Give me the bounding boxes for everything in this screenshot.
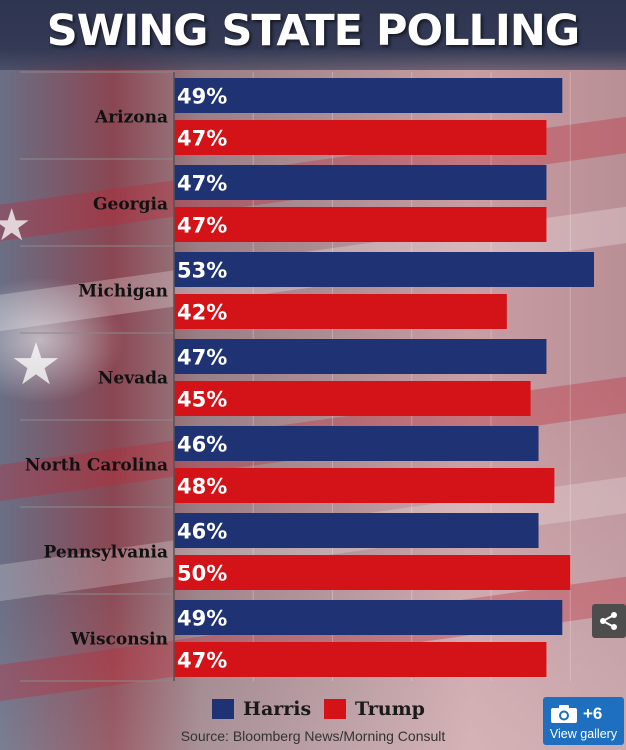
category-label: Wisconsin	[70, 630, 168, 650]
data-label: 48%	[177, 475, 227, 499]
data-label: 50%	[177, 562, 227, 586]
bar-harris	[174, 252, 594, 287]
legend-swatch-trump	[324, 699, 346, 719]
bar-trump	[174, 468, 555, 503]
bar-trump	[174, 381, 531, 416]
bar-harris	[174, 78, 563, 113]
bar-harris	[174, 165, 547, 200]
gallery-label: View gallery	[549, 727, 618, 741]
data-label: 46%	[177, 520, 227, 544]
data-label: 49%	[177, 607, 227, 631]
data-label: 47%	[177, 127, 227, 151]
data-label: 53%	[177, 259, 227, 283]
category-label: Pennsylvania	[44, 543, 169, 563]
legend-swatch-harris	[212, 699, 234, 719]
bar-harris	[174, 339, 547, 374]
legend-label-trump: Trump	[355, 698, 425, 720]
share-icon	[600, 612, 617, 630]
legend-item-harris: Harris	[212, 696, 311, 722]
category-label: Nevada	[98, 369, 168, 389]
category-label: Arizona	[94, 108, 168, 128]
star-icon: ★	[0, 200, 32, 251]
bar-trump	[174, 555, 571, 590]
data-label: 47%	[177, 346, 227, 370]
star-icon: ★	[10, 330, 62, 398]
bar-harris	[174, 426, 539, 461]
data-label: 47%	[177, 649, 227, 673]
bar-harris	[174, 600, 563, 635]
legend: Harris Trump	[0, 696, 626, 722]
view-gallery-button[interactable]: +6 View gallery	[543, 697, 624, 745]
legend-label-harris: Harris	[243, 698, 312, 720]
category-label: North Carolina	[25, 456, 168, 476]
bar-trump	[174, 207, 547, 242]
data-label: 47%	[177, 214, 227, 238]
bar-trump	[174, 294, 507, 329]
data-label: 45%	[177, 388, 227, 412]
data-label: 47%	[177, 172, 227, 196]
camera-icon	[551, 705, 577, 723]
bar-trump	[174, 120, 547, 155]
bar-harris	[174, 513, 539, 548]
source-note: Source: Bloomberg News/Morning Consult	[180, 728, 446, 744]
category-label: Georgia	[93, 195, 168, 215]
gallery-count: +6	[583, 704, 603, 723]
share-button[interactable]	[592, 604, 626, 638]
chart-title: SWING STATE POLLING	[46, 6, 580, 56]
category-label: Michigan	[78, 282, 168, 302]
data-label: 42%	[177, 301, 227, 325]
bar-trump	[174, 642, 547, 677]
title-band	[0, 0, 626, 70]
data-label: 49%	[177, 85, 227, 109]
data-label: 46%	[177, 433, 227, 457]
legend-item-trump: Trump	[324, 696, 425, 722]
